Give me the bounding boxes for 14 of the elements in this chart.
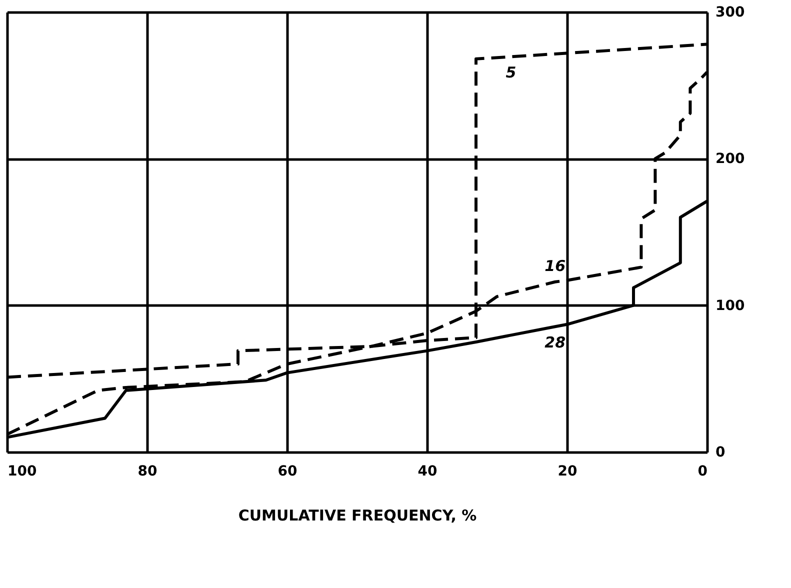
x-axis-title: CUMULATIVE FREQUENCY, %	[238, 506, 477, 524]
series-label: 5	[506, 64, 516, 82]
y-tick-label: 200	[716, 151, 745, 168]
x-tick-label: 0	[698, 464, 708, 480]
y-tick-label: 300	[716, 4, 745, 20]
series-label: 28	[544, 334, 566, 352]
x-tick-label: 80	[138, 464, 158, 480]
y-tick-label: 100	[716, 298, 745, 314]
series-label: 16	[544, 256, 566, 275]
x-tick-label: 20	[558, 464, 578, 480]
x-tick-label: 60	[278, 464, 298, 480]
y-tick-label: 0	[716, 444, 726, 460]
x-tick-label: 100	[8, 464, 37, 480]
x-tick-label: 40	[418, 464, 438, 480]
